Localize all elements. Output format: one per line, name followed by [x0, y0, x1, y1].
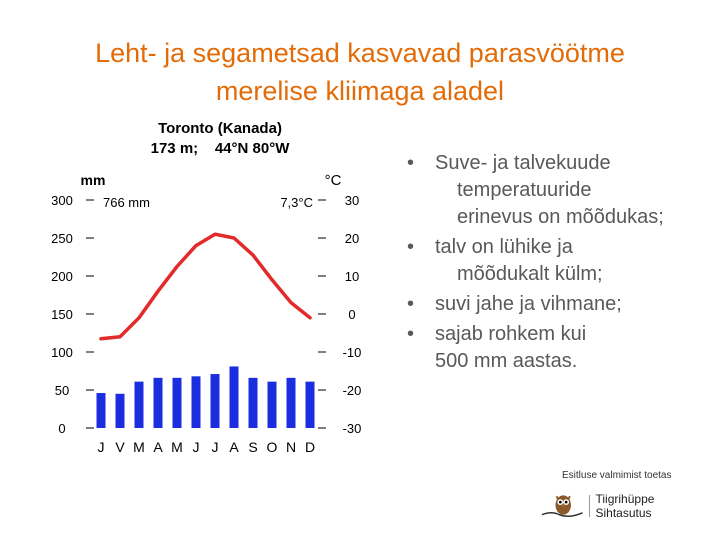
bullet-text: mõõdukalt külm;	[457, 263, 603, 285]
month-label: D	[305, 439, 315, 455]
precip-bar	[96, 393, 106, 428]
precip-bar	[267, 381, 277, 428]
month-label: J	[193, 439, 200, 455]
slide-title: Leht- ja segametsad kasvavad parasvöötme…	[0, 34, 720, 110]
bullet-item: • Suve- ja talvekuude temperatuuride eri…	[407, 150, 707, 231]
bullet-text: sajab rohkem kui	[435, 323, 587, 345]
left-axis-tick-label: 250	[51, 231, 73, 246]
bullet-list: • Suve- ja talvekuude temperatuuride eri…	[407, 150, 707, 378]
slide-title-line-1: Leht- ja segametsad kasvavad parasvöötme	[95, 38, 625, 68]
left-axis-tick-label: 0	[58, 421, 65, 436]
left-axis-tick-label: 50	[55, 383, 69, 398]
month-label: O	[267, 439, 278, 455]
bullet-marker: •	[407, 293, 415, 315]
supported-by-text: Esitluse valmimist toetas	[562, 470, 672, 481]
climate-chart: Toronto (Kanada) 173 m; 44°N 80°W mm °C …	[51, 120, 362, 455]
month-label: N	[286, 439, 296, 455]
left-axis-unit: mm	[81, 172, 106, 188]
month-label: A	[229, 439, 239, 455]
precip-bar	[172, 377, 182, 428]
month-label: S	[248, 439, 257, 455]
annual-temp-label: 7,3°C	[280, 195, 313, 210]
month-label: M	[171, 439, 183, 455]
precip-bar	[191, 376, 201, 428]
month-label: A	[153, 439, 163, 455]
month-label: V	[115, 439, 125, 455]
right-axis-tick-label: 20	[345, 231, 359, 246]
bullet-item: • suvi jahe ja vihmane;	[407, 291, 707, 318]
right-axis-tick-label: 30	[345, 193, 359, 208]
left-axis-tick-label: 200	[51, 269, 73, 284]
owl-icon	[541, 495, 583, 517]
month-label: J	[212, 439, 219, 455]
right-axis-tick-label: 0	[348, 307, 355, 322]
precip-bar	[248, 377, 258, 428]
right-axis-unit: °C	[325, 172, 342, 189]
right-axis-tick-label: -20	[343, 383, 362, 398]
bullet-marker: •	[407, 236, 415, 258]
right-axis-tick-label: -10	[343, 345, 362, 360]
annual-precip-label: 766 mm	[103, 195, 150, 210]
right-axis-tick-label: 10	[345, 269, 359, 284]
sponsor-logo[interactable]: Tiigrihüppe Sihtasutus	[540, 489, 710, 523]
chart-subtitle: 173 m; 44°N 80°W	[151, 140, 291, 157]
bullet-item: • talv on lühike ja mõõdukalt külm;	[407, 234, 707, 288]
bullet-text: talv on lühike ja	[435, 236, 573, 258]
bullet-marker: •	[407, 323, 415, 345]
precip-bar	[134, 381, 144, 428]
bullet-text: suvi jahe ja vihmane;	[435, 293, 622, 315]
footer-sponsor: Esitluse valmimist toetas Tiigrihüppe Si…	[540, 470, 710, 523]
precip-bar	[286, 377, 296, 428]
chart-title: Toronto (Kanada)	[158, 120, 282, 137]
bullet-marker: •	[407, 152, 415, 174]
slide-title-line-2: merelise kliimaga aladel	[215, 76, 505, 106]
left-axis-tick-label: 100	[51, 345, 73, 360]
precip-bar	[153, 377, 163, 428]
month-label: M	[133, 439, 145, 455]
month-label: J	[98, 439, 105, 455]
precip-bar	[115, 393, 125, 428]
bullet-text: Suve- ja talvekuude	[435, 152, 611, 174]
bullet-text: temperatuuride	[457, 179, 592, 201]
bullet-text: erinevus on mõõdukas;	[457, 206, 664, 228]
bullet-text: 500 mm aastas.	[435, 350, 578, 372]
temperature-line	[99, 232, 312, 341]
precip-bar	[305, 381, 315, 428]
precip-bar	[229, 366, 239, 428]
left-axis-tick-label: 300	[51, 193, 73, 208]
precip-bar	[210, 374, 220, 428]
right-axis-tick-label: -30	[343, 421, 362, 436]
bullet-item: • sajab rohkem kui 500 mm aastas.	[407, 321, 707, 375]
left-axis-tick-label: 150	[51, 307, 73, 322]
sponsor-name: Tiigrihüppe Sihtasutus	[595, 492, 655, 520]
